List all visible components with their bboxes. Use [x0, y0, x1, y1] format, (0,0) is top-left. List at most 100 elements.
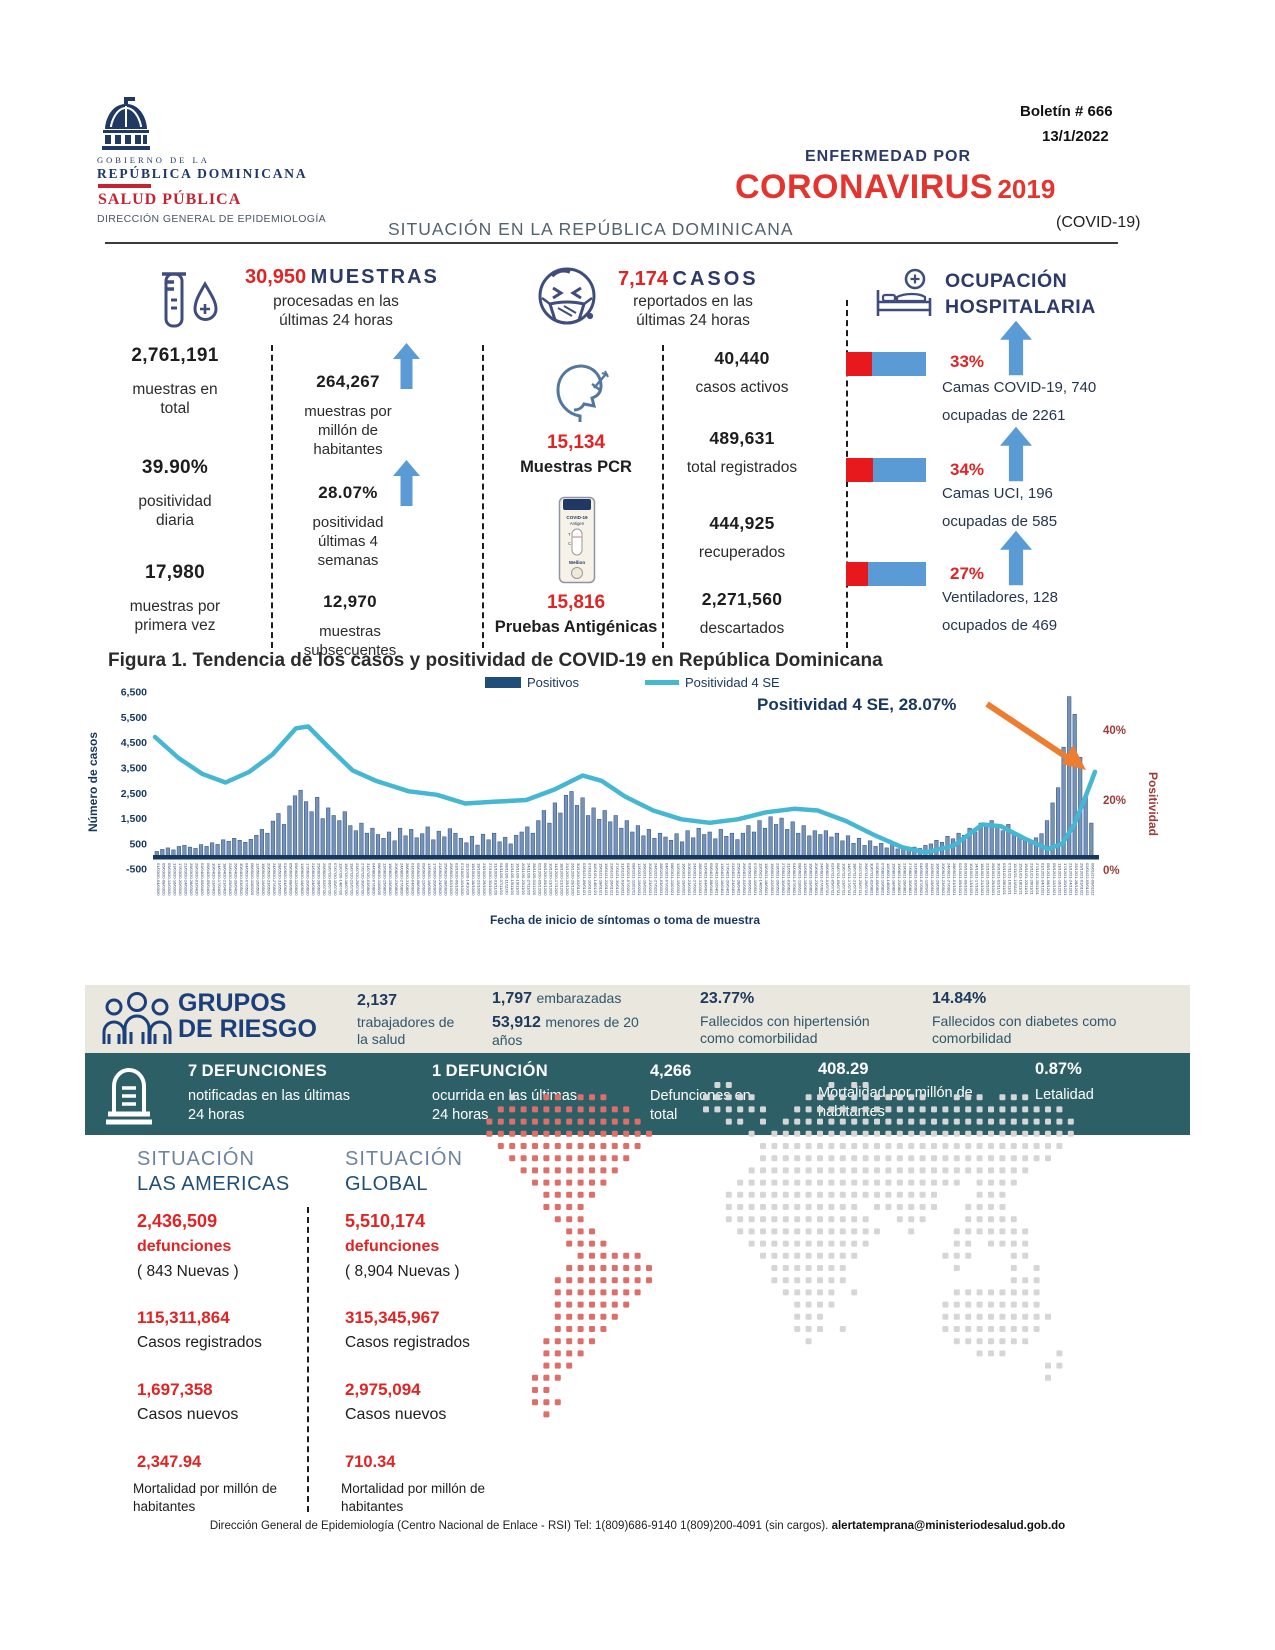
svg-text:15/07/20-18/07/20: 15/07/20-18/07/20	[344, 863, 349, 896]
svg-text:24/06/21-27/06/21: 24/06/21-27/06/21	[820, 863, 825, 896]
ventiladores-line1: Ventiladores, 128	[942, 589, 1058, 606]
descartados-stat: 2,271,560 descartados	[672, 589, 812, 638]
svg-text:500: 500	[129, 838, 147, 850]
svg-text:23/08/21-26/08/21: 23/08/21-26/08/21	[903, 863, 908, 896]
svg-text:15/05/21-18/05/21: 15/05/21-18/05/21	[764, 863, 769, 896]
letalidad-label: Letalidad	[1035, 1087, 1094, 1103]
svg-text:06/10/21-09/10/21: 06/10/21-09/10/21	[963, 863, 968, 896]
svg-text:13/09/20-16/09/20: 13/09/20-16/09/20	[427, 863, 432, 896]
svg-text:05/12/21-08/12/21: 05/12/21-08/12/21	[1046, 863, 1051, 896]
svg-text:27/07/20-30/07/20: 27/07/20-30/07/20	[361, 863, 366, 896]
muestras-total-label: muestras en total	[132, 381, 218, 417]
defunciones-24h-stat: 7 DEFUNCIONES notificadas en las últimas…	[188, 1062, 353, 1125]
americas-heading-line2: LAS AMERICAS	[137, 1173, 290, 1195]
defunciones-total-label: Defunciones en total	[650, 1088, 751, 1123]
svg-text:17/06/20-20/06/20: 17/06/20-20/06/20	[305, 863, 310, 896]
grupos-riesgo-title-line1: GRUPOS	[178, 989, 287, 1017]
svg-text:15/01/21-18/01/21: 15/01/21-18/01/21	[598, 863, 603, 896]
muestras-total-stat: 2,761,191 muestras en total	[105, 345, 245, 418]
muestras-primera-vez-label: muestras por primera vez	[129, 598, 221, 634]
trend-chart: 6,500 5,500 4,500 3,500 2,500 1,500 500 -500 40%…	[86, 675, 1160, 927]
svg-text:21/06/20-24/06/20: 21/06/20-24/06/20	[311, 863, 316, 896]
svg-text:31/05/21-03/06/21: 31/05/21-03/06/21	[786, 863, 791, 896]
svg-text:14/04/20-17/04/20: 14/04/20-17/04/20	[217, 863, 222, 896]
svg-text:07/01/21-10/01/21: 07/01/21-10/01/21	[587, 863, 592, 896]
occupancy-bar-blue-segment	[872, 352, 926, 376]
svg-text:01/03/20-04/03/20: 01/03/20-04/03/20	[156, 863, 161, 896]
svg-text:25/03/20-28/03/20: 25/03/20-28/03/20	[189, 863, 194, 896]
recuperados-stat: 444,925 recuperados	[672, 513, 812, 562]
svg-text:29/09/20-02/10/20: 29/09/20-02/10/20	[449, 863, 454, 896]
bulletin-date: 13/1/2022	[1042, 128, 1109, 145]
svg-text:26/10/21-29/10/21: 26/10/21-29/10/21	[991, 863, 996, 896]
svg-text:16/05/20-19/05/20: 16/05/20-19/05/20	[261, 863, 266, 896]
svg-text:28/09/21-01/10/21: 28/09/21-01/10/21	[952, 863, 957, 896]
svg-text:20/05/20-23/05/20: 20/05/20-23/05/20	[267, 863, 272, 896]
svg-text:01/09/20-04/09/20: 01/09/20-04/09/20	[410, 863, 415, 896]
diabetes-stat: 14.84% Fallecidos con diabetes como como…	[932, 990, 1132, 1047]
svg-text:Fecha de inicio de síntomas o: Fecha de inicio de síntomas o toma de mu…	[490, 913, 760, 927]
defuncion-ocurrida-value: 1	[432, 1062, 442, 1080]
muestras-subsecuentes-value: 12,970	[323, 592, 377, 611]
svg-text:27/01/21-30/01/21: 27/01/21-30/01/21	[615, 863, 620, 896]
disease-name: CORONAVIRUS	[735, 168, 993, 206]
svg-text:06/12/20-09/12/20: 06/12/20-09/12/20	[543, 863, 548, 896]
svg-text:13/03/20-16/03/20: 13/03/20-16/03/20	[173, 863, 178, 896]
svg-text:12/09/21-15/09/21: 12/09/21-15/09/21	[930, 863, 935, 896]
svg-text:22/04/20-25/04/20: 22/04/20-25/04/20	[228, 863, 233, 896]
svg-text:10/04/20-13/04/20: 10/04/20-13/04/20	[211, 863, 216, 896]
svg-text:T: T	[568, 532, 571, 537]
svg-text:29/12/21-01/01/22: 29/12/21-01/01/22	[1079, 863, 1084, 896]
muestras-primera-vez-stat: 17,980 muestras por primera vez	[105, 562, 245, 635]
gov-line1: GOBIERNO DE LA	[97, 155, 210, 165]
svg-text:11/05/21-14/05/21: 11/05/21-14/05/21	[759, 863, 764, 896]
antigen-value: 15,816	[546, 592, 606, 613]
svg-text:13/12/21-16/12/21: 13/12/21-16/12/21	[1057, 863, 1062, 896]
svg-text:10/07/21-13/07/21: 10/07/21-13/07/21	[842, 863, 847, 896]
svg-text:11/08/21-14/08/21: 11/08/21-14/08/21	[886, 863, 891, 896]
grupos-riesgo-title: GRUPOS DE RIESGO	[178, 990, 317, 1042]
svg-text:15/10/20-18/10/20: 15/10/20-18/10/20	[471, 863, 476, 896]
global-cases-label: Casos registrados	[345, 1334, 470, 1351]
svg-text:5,500: 5,500	[121, 712, 147, 724]
svg-text:27/08/21-30/08/21: 27/08/21-30/08/21	[908, 863, 913, 896]
svg-text:2,500: 2,500	[121, 788, 147, 800]
camas-covid-pct: 33%	[950, 352, 985, 371]
svg-text:16/08/20-19/08/20: 16/08/20-19/08/20	[388, 863, 393, 896]
muestras-subsecuentes-stat: 12,970 muestras subsecuentes	[290, 592, 410, 660]
svg-text:28/11/20-01/12/20: 28/11/20-01/12/20	[532, 863, 537, 896]
svg-text:14/10/21-17/10/21: 14/10/21-17/10/21	[974, 863, 979, 896]
casos-activos-value: 40,440	[714, 348, 770, 368]
muestras-headline: 30,950 MUESTRAS	[245, 266, 439, 289]
embarazadas-value: 1,797	[492, 990, 533, 1007]
svg-text:28/08/20-31/08/20: 28/08/20-31/08/20	[405, 863, 410, 896]
americas-heading-line1: SITUACIÓN	[137, 1148, 255, 1170]
embarazadas-menores-stat: 1,797 embarazadas 53,912 menores de 20 a…	[492, 990, 652, 1050]
svg-text:Número de casos: Número de casos	[86, 732, 100, 832]
svg-text:18/10/21-21/10/21: 18/10/21-21/10/21	[980, 863, 985, 896]
global-heading-line2: GLOBAL	[345, 1173, 429, 1195]
svg-text:07/10/20-10/10/20: 07/10/20-10/10/20	[460, 863, 465, 896]
svg-text:17/12/21-20/12/21: 17/12/21-20/12/21	[1063, 863, 1068, 896]
svg-text:27/11/21-30/11/21: 27/11/21-30/11/21	[1035, 863, 1040, 896]
svg-text:31/07/20-03/08/20: 31/07/20-03/08/20	[366, 863, 371, 896]
svg-text:04/03/21-07/03/21: 04/03/21-07/03/21	[665, 863, 670, 896]
svg-text:02/04/20-05/04/20: 02/04/20-05/04/20	[200, 863, 205, 896]
positividad-4sem-value: 28.07%	[318, 483, 378, 502]
svg-text:20/06/21-23/06/21: 20/06/21-23/06/21	[814, 863, 819, 896]
svg-text:24/03/21-27/03/21: 24/03/21-27/03/21	[692, 863, 697, 896]
svg-text:08/02/21-11/02/21: 08/02/21-11/02/21	[632, 863, 637, 896]
footer-text: Dirección General de Epidemiología (Cent…	[209, 1520, 829, 1532]
svg-text:08/06/21-11/06/21: 08/06/21-11/06/21	[797, 863, 802, 896]
nasal-swab-icon	[548, 360, 610, 431]
letalidad-stat: 0.87% Letalidad	[1035, 1060, 1094, 1105]
svg-text:23/11/21-26/11/21: 23/11/21-26/11/21	[1030, 863, 1035, 896]
camas-covid-desc: Camas COVID-19, 740 ocupadas de 2261	[942, 376, 1172, 428]
svg-text:13/04/21-16/04/21: 13/04/21-16/04/21	[720, 863, 725, 896]
recuperados-value: 444,925	[709, 513, 775, 533]
svg-text:06/07/21-09/07/21: 06/07/21-09/07/21	[836, 863, 841, 896]
svg-text:09/06/20-12/06/20: 09/06/20-12/06/20	[294, 863, 299, 896]
camas-uci-pct: 34%	[950, 460, 985, 479]
svg-text:16/09/21-19/09/21: 16/09/21-19/09/21	[936, 863, 941, 896]
footer-email[interactable]: alertatemprana@ministeriodesalud.gob.do	[831, 1520, 1066, 1532]
